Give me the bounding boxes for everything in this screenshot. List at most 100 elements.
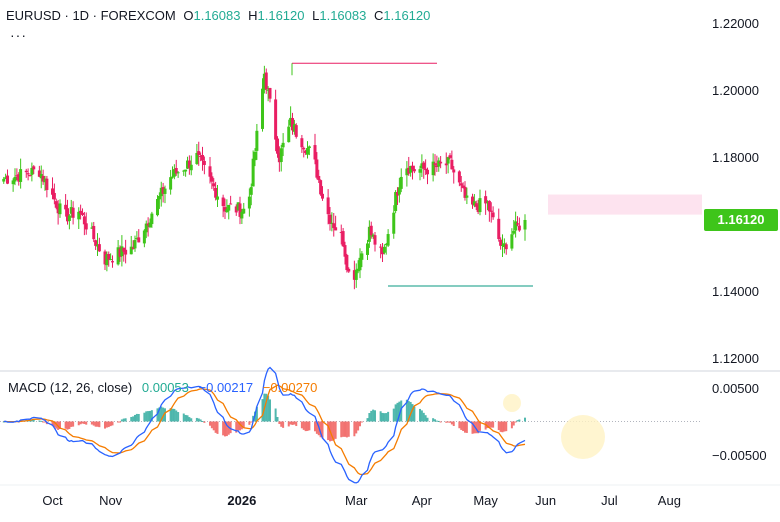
macd-histogram-bar [216,421,219,434]
candle-body [332,223,336,229]
macd-histogram-bar [147,411,150,422]
macd-histogram-bar [109,421,112,427]
macd-histogram-bar [398,401,401,422]
macd-histogram-bar [447,421,450,423]
candle-body [199,156,203,158]
macd-histogram-bar [360,421,363,423]
macd-histogram-bar [434,419,436,422]
macd-histogram-bar [477,421,480,434]
candle-body [379,246,383,248]
candle-body [171,176,174,178]
candle-body [187,160,191,169]
candle-body [71,207,75,218]
macd-histogram-bar [340,421,343,438]
candle-body [92,226,96,240]
candle-body [523,219,527,230]
candle-body [384,243,388,245]
macd-histogram-bar [77,421,80,426]
candle-body [339,232,343,234]
macd-histogram-bar [150,410,153,422]
candle-body [317,176,321,181]
macd-histogram-bar [488,421,491,428]
symbol-label[interactable]: EURUSD · 1D · FOREXCOM [6,8,176,23]
price-tick-label: 1.14000 [712,284,759,299]
macd-histogram-bar [452,421,455,427]
candle-body [448,155,452,158]
macd-histogram-bar [359,421,361,427]
macd-histogram-bar [227,421,230,435]
macd-histogram-bar [460,421,463,430]
macd-histogram-bar [411,404,414,422]
macd-histogram-bar [149,410,151,422]
macd-histogram-bar [432,418,435,422]
more-options-icon[interactable]: ··· [10,27,27,43]
macd-histogram-bar [419,408,421,422]
candle-body [420,163,424,169]
macd-histogram-bar [396,402,399,422]
macd-histogram-bar [479,421,481,431]
macd-histogram-bar [120,419,123,422]
candle-body [358,257,362,271]
macd-histogram-bar [392,408,395,422]
macd-histogram-bar [83,421,86,425]
macd-histogram-bar [81,421,84,424]
macd-histogram-bar [366,418,369,422]
candle-body [150,213,154,225]
macd-signal-value: −0.00270 [262,380,318,395]
candle-body [96,244,99,247]
candle-body [306,148,309,155]
macd-histogram-bar [464,421,466,433]
macd-histogram-bar [501,421,504,433]
macd-histogram-bar [368,413,371,422]
candle-body [268,87,272,99]
macd-histogram-bar [229,421,232,434]
candle-body [489,210,493,212]
candle-body [345,255,349,271]
macd-histogram-bar [289,421,292,425]
macd-histogram-bar [130,416,133,422]
macd-histogram-bar [344,421,346,437]
candle-body [210,176,214,182]
candle-body [457,171,461,183]
close-value: 1.16120 [383,8,431,23]
macd-title[interactable]: MACD (12, 26, close) [8,380,133,395]
macd-histogram-bar [345,421,348,438]
candle-body [131,247,135,249]
macd-histogram-bar [465,421,468,433]
candle-body [274,99,278,140]
macd-histogram-bar [383,413,386,422]
candle-body [307,146,311,149]
candle-body [289,117,293,126]
macd-histogram-bar [445,421,448,423]
macd-histogram-bar [505,421,508,432]
macd-histogram-bar [248,421,251,425]
macd-histogram-bar [304,421,307,432]
macd-histogram-bar [437,420,440,422]
macd-histogram-bar [177,412,180,422]
annotations [291,62,702,287]
candle-body [444,163,448,166]
candle-body [17,174,21,182]
candle-body [212,183,216,187]
macd-histogram-bar [122,418,125,422]
candle-body [431,161,435,176]
macd-histogram-bar [278,421,281,424]
candle-body [386,234,390,246]
macd-histogram-bar [119,421,121,423]
candle-body [347,268,351,272]
candle-body [328,214,332,224]
macd-histogram-bar [222,421,225,436]
macd-histogram-bar [512,421,515,426]
candle-body [163,188,167,194]
macd-histogram-bar [212,421,215,431]
candle-body [111,261,114,263]
price-tick-label: 1.20000 [712,83,759,98]
candle-body [172,169,176,177]
candle-body [97,244,101,252]
candle-body [396,192,399,196]
macd-histogram-bar [514,421,517,423]
highlight-circle [503,394,521,412]
candle-body [94,240,98,246]
candle-body [446,157,450,164]
